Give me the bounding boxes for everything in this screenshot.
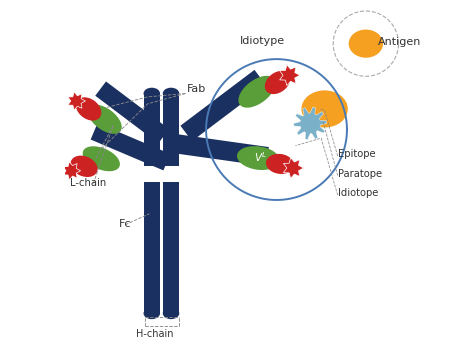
- Bar: [163, 93, 179, 313]
- Ellipse shape: [82, 146, 120, 171]
- Text: L-chain: L-chain: [70, 178, 107, 188]
- Ellipse shape: [237, 146, 280, 170]
- Ellipse shape: [349, 30, 383, 58]
- Bar: [143, 167, 180, 182]
- Ellipse shape: [301, 90, 348, 128]
- Ellipse shape: [238, 76, 275, 108]
- Ellipse shape: [88, 105, 122, 134]
- Polygon shape: [283, 158, 304, 178]
- Polygon shape: [280, 65, 300, 86]
- Text: $\mathit{V}^L$: $\mathit{V}^L$: [254, 150, 268, 164]
- Ellipse shape: [158, 170, 164, 178]
- Ellipse shape: [144, 308, 160, 319]
- Polygon shape: [68, 92, 85, 110]
- Text: Paratope: Paratope: [338, 169, 383, 179]
- Text: Antigen: Antigen: [378, 37, 421, 47]
- Bar: [174, 134, 269, 166]
- Ellipse shape: [71, 156, 98, 177]
- Bar: [95, 81, 169, 143]
- Polygon shape: [63, 162, 81, 180]
- Text: Fab: Fab: [187, 84, 206, 94]
- Polygon shape: [294, 107, 327, 140]
- Ellipse shape: [76, 97, 101, 120]
- Text: Fc: Fc: [118, 219, 131, 229]
- Text: Idiotope: Idiotope: [338, 188, 379, 198]
- Bar: [160, 170, 163, 178]
- Text: Idiotype: Idiotype: [240, 36, 285, 46]
- Text: H-chain: H-chain: [137, 329, 174, 339]
- Ellipse shape: [144, 88, 160, 99]
- Bar: [181, 70, 266, 141]
- Ellipse shape: [265, 71, 290, 94]
- Ellipse shape: [163, 88, 179, 99]
- Text: Epitope: Epitope: [338, 149, 376, 159]
- Ellipse shape: [163, 308, 179, 319]
- Bar: [91, 123, 170, 170]
- Text: $\mathit{V}^H$: $\mathit{V}^H$: [254, 103, 269, 117]
- Bar: [144, 93, 160, 313]
- Ellipse shape: [266, 154, 294, 174]
